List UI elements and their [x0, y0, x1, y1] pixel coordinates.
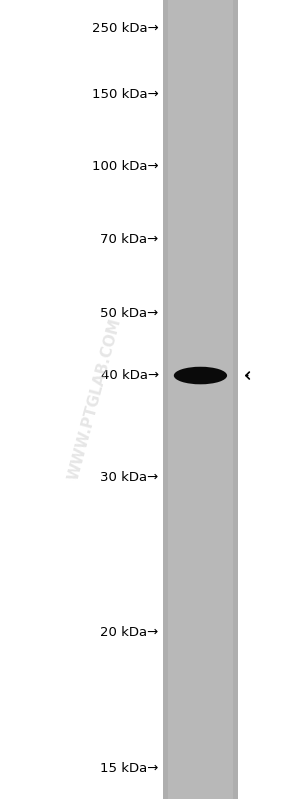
Text: 20 kDa→: 20 kDa→ — [101, 626, 159, 639]
Text: 50 kDa→: 50 kDa→ — [101, 307, 159, 320]
Bar — [233, 0, 238, 799]
Text: 70 kDa→: 70 kDa→ — [101, 233, 159, 246]
Ellipse shape — [174, 367, 227, 384]
Text: 100 kDa→: 100 kDa→ — [92, 160, 159, 173]
Bar — [163, 0, 168, 799]
Bar — [163, 0, 238, 799]
Text: 250 kDa→: 250 kDa→ — [92, 22, 159, 35]
Text: 40 kDa→: 40 kDa→ — [101, 369, 159, 382]
Text: 150 kDa→: 150 kDa→ — [92, 88, 159, 101]
Text: WWW.PTGLAB.COM: WWW.PTGLAB.COM — [66, 317, 124, 482]
Text: 15 kDa→: 15 kDa→ — [100, 762, 159, 775]
Text: 30 kDa→: 30 kDa→ — [101, 471, 159, 484]
